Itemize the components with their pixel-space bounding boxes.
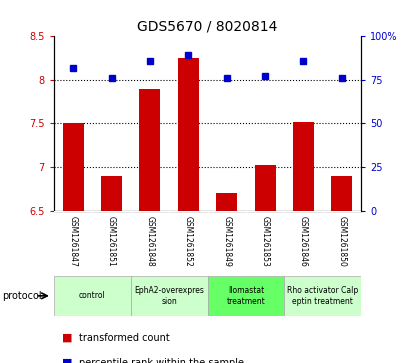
Bar [178, 58, 199, 211]
Bar [63, 123, 84, 211]
Bar [216, 193, 237, 211]
Text: ■: ■ [62, 333, 73, 343]
Text: GSM1261849: GSM1261849 [222, 216, 231, 267]
Text: control: control [79, 291, 106, 300]
Text: GSM1261853: GSM1261853 [261, 216, 270, 267]
Bar [131, 276, 208, 316]
Text: Ilomastat
treatment: Ilomastat treatment [227, 286, 265, 306]
Bar [208, 276, 284, 316]
Text: GSM1261852: GSM1261852 [184, 216, 193, 266]
Text: EphA2-overexpres
sion: EphA2-overexpres sion [134, 286, 204, 306]
Text: ■: ■ [62, 358, 73, 363]
Text: percentile rank within the sample: percentile rank within the sample [79, 358, 244, 363]
Text: GSM1261850: GSM1261850 [337, 216, 347, 267]
Bar [101, 176, 122, 211]
Text: protocol: protocol [2, 291, 42, 301]
Bar [54, 276, 131, 316]
Text: Rho activator Calp
eptin treatment: Rho activator Calp eptin treatment [287, 286, 358, 306]
Bar [284, 276, 361, 316]
Bar [331, 176, 352, 211]
Bar [139, 89, 161, 211]
Text: transformed count: transformed count [79, 333, 170, 343]
Bar [254, 165, 276, 211]
Bar [293, 122, 314, 211]
Text: GSM1261847: GSM1261847 [68, 216, 78, 267]
Text: GSM1261846: GSM1261846 [299, 216, 308, 267]
Text: GSM1261851: GSM1261851 [107, 216, 116, 266]
Text: GSM1261848: GSM1261848 [145, 216, 154, 266]
Title: GDS5670 / 8020814: GDS5670 / 8020814 [137, 20, 278, 34]
